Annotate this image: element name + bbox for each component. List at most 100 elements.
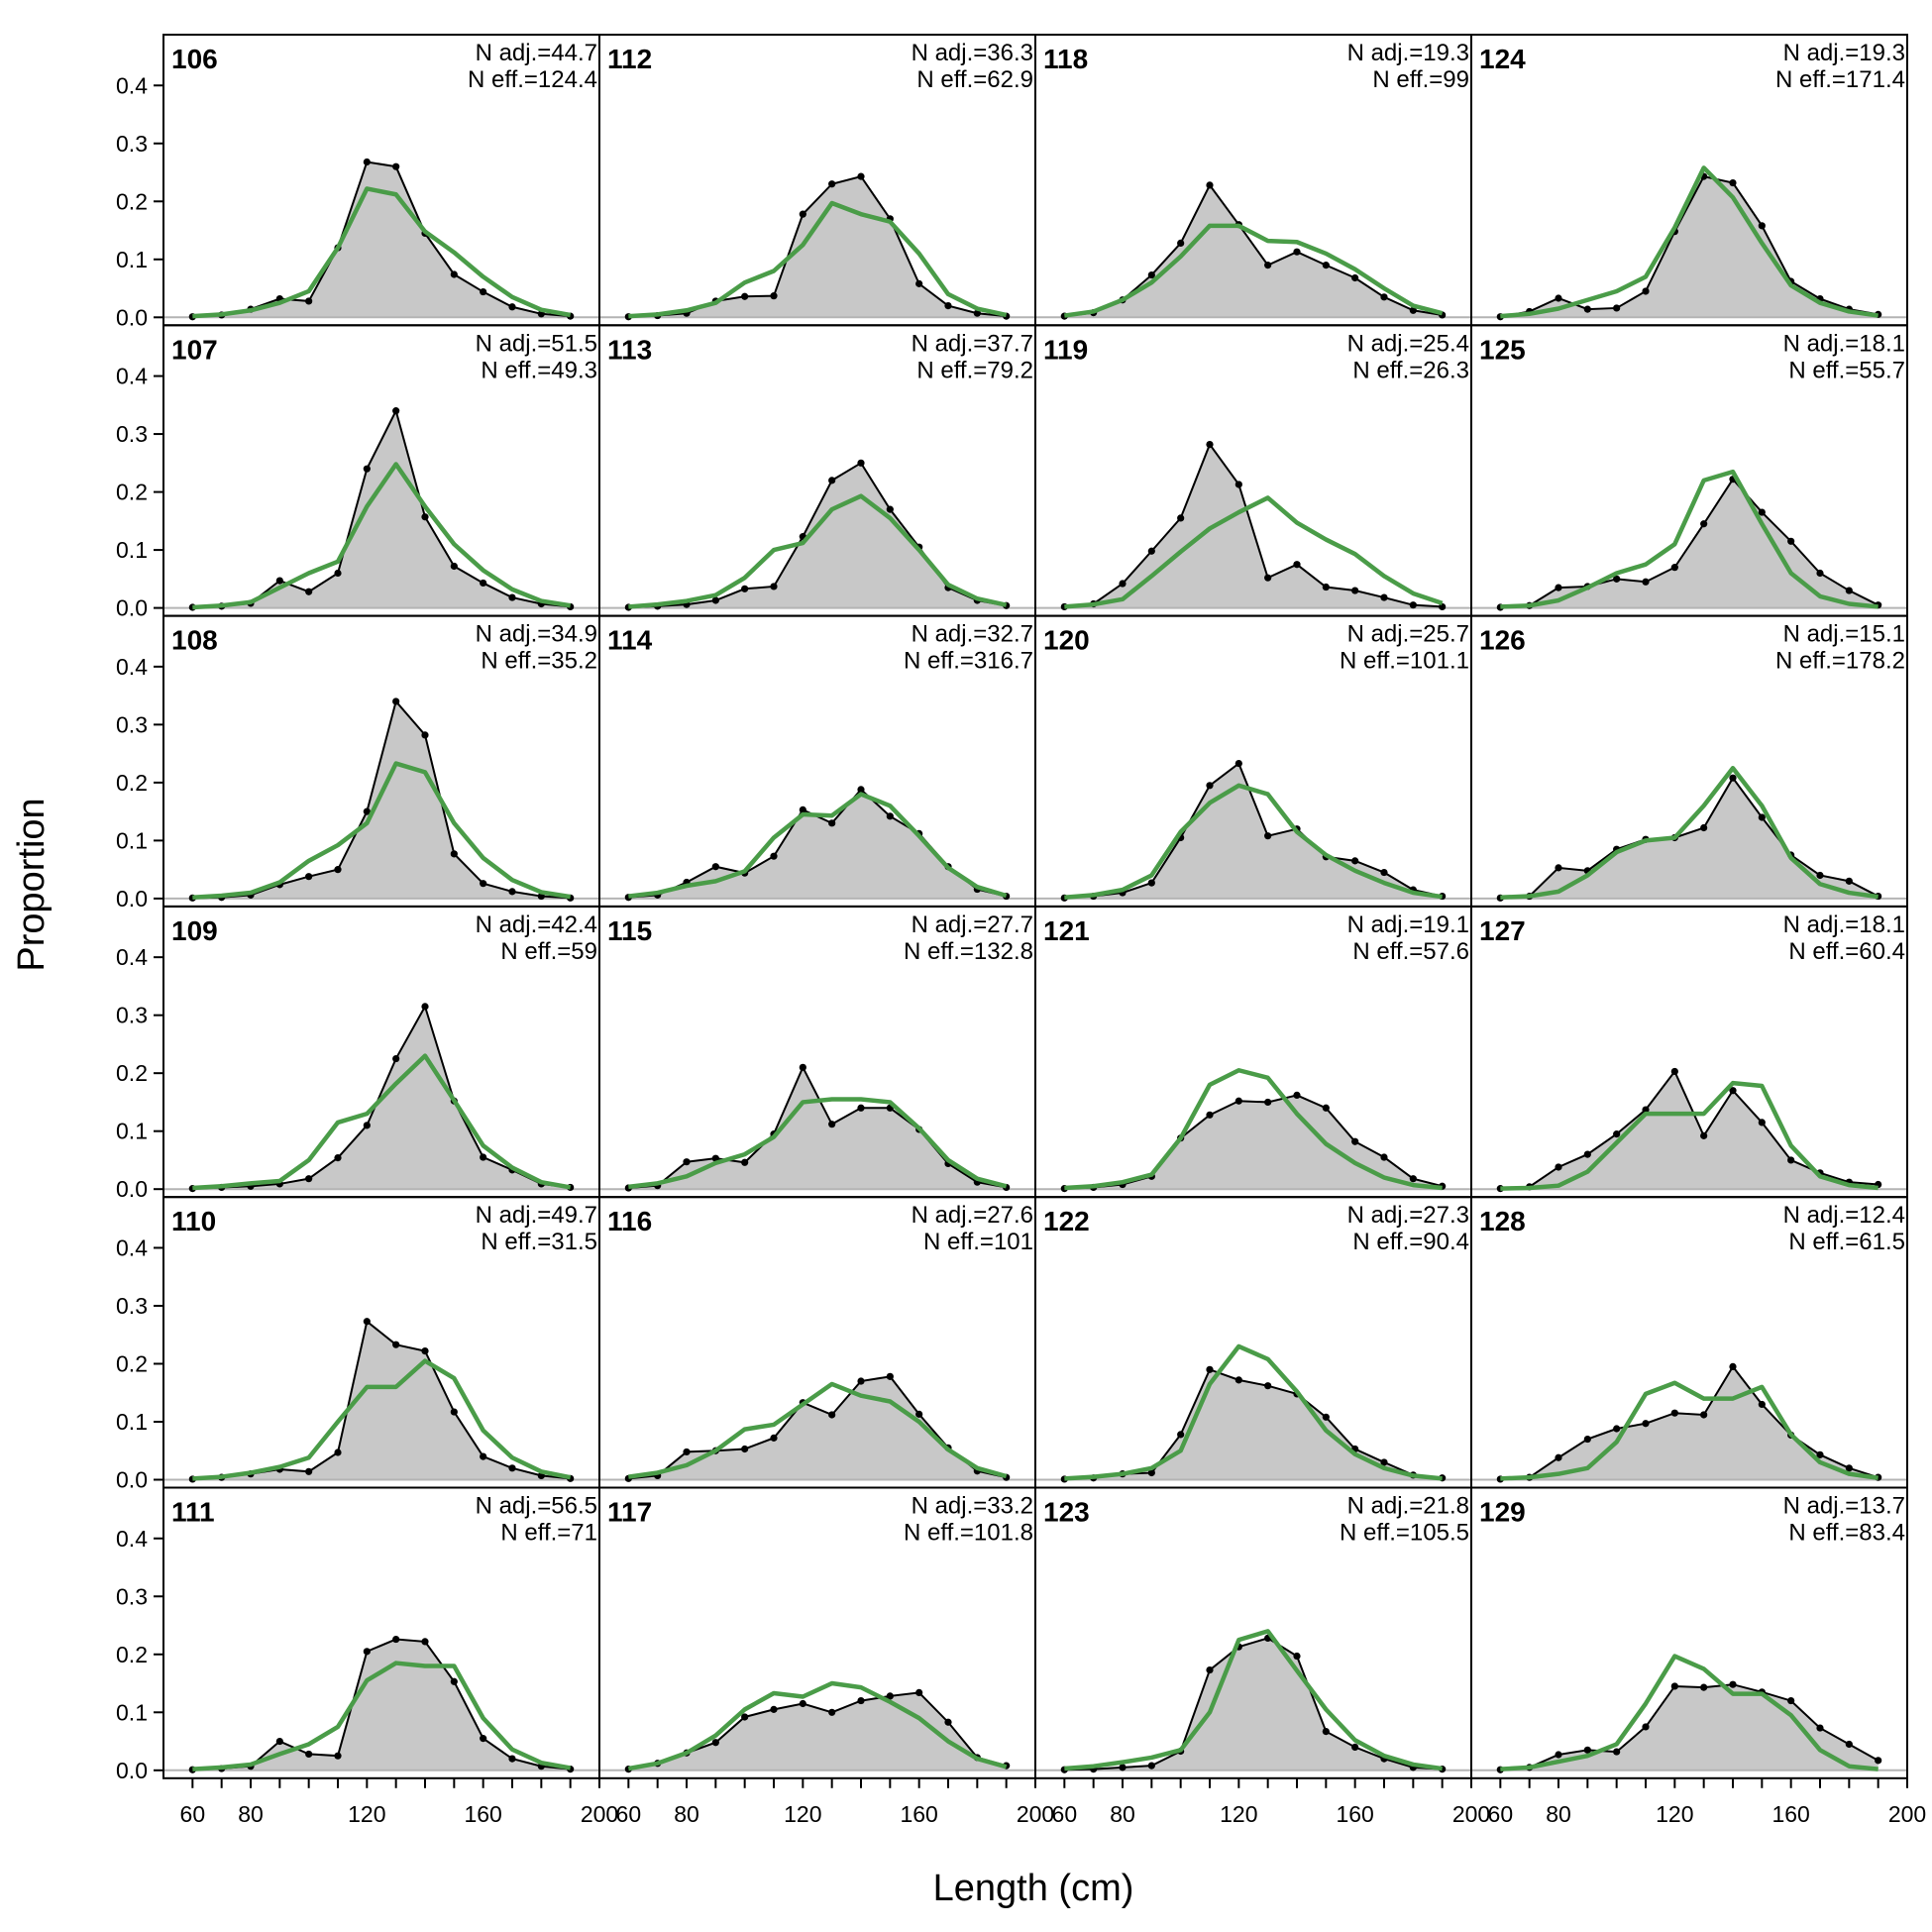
y-tick-label: 0.0 xyxy=(116,886,148,912)
observed-point xyxy=(305,297,313,305)
observed-line xyxy=(1500,1364,1878,1480)
observed-point xyxy=(1816,569,1824,578)
observed-point xyxy=(770,583,778,590)
observed-area xyxy=(1064,1638,1443,1771)
n-adj-label: N adj.=27.6 xyxy=(912,1202,1033,1229)
panel-125: 125 N adj.=18.1N eff.=55.7 xyxy=(1470,324,1908,617)
observed-point xyxy=(1845,1464,1853,1472)
observed-point xyxy=(480,1153,487,1161)
n-adj-label: N adj.=32.7 xyxy=(912,621,1033,648)
observed-point xyxy=(1816,1724,1824,1732)
observed-point xyxy=(799,1699,806,1708)
observed-point xyxy=(1555,1453,1562,1461)
observed-point xyxy=(1613,304,1621,312)
observed-point xyxy=(770,852,778,860)
n-eff-label: N eff.=101.1 xyxy=(1340,648,1469,675)
observed-point xyxy=(1147,270,1155,279)
observed-point xyxy=(1875,1757,1882,1765)
expected-line xyxy=(628,1381,1008,1479)
observed-area xyxy=(628,789,1007,899)
observed-point xyxy=(1322,1413,1330,1421)
expected-line xyxy=(192,1661,572,1771)
expected-line xyxy=(1064,783,1443,900)
panel-id-label: 122 xyxy=(1043,1206,1090,1236)
expected-line xyxy=(1500,165,1878,319)
n-eff-label: N eff.=71 xyxy=(500,1520,597,1547)
observed-point xyxy=(1729,178,1737,187)
observed-point xyxy=(857,172,865,180)
observed-point xyxy=(1234,759,1242,768)
panel-id-label: 128 xyxy=(1479,1206,1526,1236)
y-tick-label: 0.4 xyxy=(116,1526,148,1552)
panel-123: 123 N adj.=21.8N eff.=105.5 60 80 120 160 200 xyxy=(1034,1486,1490,1827)
observed-point xyxy=(1613,1425,1621,1433)
observed-point xyxy=(741,585,749,592)
observed-point xyxy=(741,1445,749,1453)
n-adj-label: N adj.=56.5 xyxy=(476,1493,597,1520)
observed-point xyxy=(392,1635,400,1644)
observed-point xyxy=(1758,813,1766,821)
observed-point xyxy=(392,698,400,705)
n-eff-label: N eff.=83.4 xyxy=(1788,1520,1905,1547)
n-eff-label: N eff.=99 xyxy=(1372,66,1469,93)
panel-id-label: 118 xyxy=(1043,44,1088,74)
expected-line xyxy=(192,1053,572,1191)
observed-point xyxy=(508,303,516,311)
observed-point xyxy=(770,292,778,300)
n-adj-label: N adj.=19.3 xyxy=(1783,40,1905,66)
observed-point xyxy=(1555,1163,1562,1171)
observed-point xyxy=(421,1003,429,1011)
n-eff-label: N eff.=26.3 xyxy=(1352,357,1469,383)
y-tick-label: 0.1 xyxy=(116,247,148,272)
observed-point xyxy=(857,1104,865,1112)
observed-point xyxy=(421,1347,429,1355)
n-adj-label: N adj.=13.7 xyxy=(1783,1493,1905,1520)
x-tick-label: 200 xyxy=(1452,1801,1490,1827)
n-eff-label: N eff.=132.8 xyxy=(904,938,1033,965)
panel-id-label: 116 xyxy=(607,1206,652,1236)
n-eff-label: N eff.=316.7 xyxy=(904,648,1033,675)
expected-line xyxy=(628,200,1008,319)
panel-id-label: 119 xyxy=(1043,334,1088,365)
n-adj-label: N adj.=19.1 xyxy=(1347,912,1469,938)
observed-point xyxy=(1177,514,1185,522)
n-eff-label: N eff.=105.5 xyxy=(1340,1520,1469,1547)
observed-point xyxy=(828,180,836,188)
observed-area xyxy=(1500,1071,1878,1190)
y-tick-label: 0.4 xyxy=(116,1234,148,1260)
x-tick-label: 160 xyxy=(464,1801,501,1827)
observed-point xyxy=(915,1688,923,1696)
observed-area xyxy=(1064,763,1443,899)
observed-point xyxy=(1380,593,1388,601)
observed-point xyxy=(1583,1746,1591,1754)
observed-point xyxy=(1845,587,1853,594)
expected-line xyxy=(1064,1629,1443,1771)
observed-point xyxy=(1351,1137,1359,1145)
observed-point xyxy=(480,579,487,588)
observed-point xyxy=(450,1677,458,1685)
panel-119: 119 N adj.=25.4N eff.=26.3 xyxy=(1034,324,1472,617)
x-tick-label: 60 xyxy=(180,1801,206,1827)
observed-point xyxy=(1787,1696,1795,1705)
observed-point xyxy=(683,1158,691,1166)
observed-point xyxy=(1642,1420,1650,1428)
x-tick-label: 120 xyxy=(1656,1801,1693,1827)
observed-point xyxy=(480,1452,487,1460)
x-tick-label: 120 xyxy=(348,1801,385,1827)
panel-id-label: 110 xyxy=(171,1206,216,1236)
panel-121: 121 N adj.=19.1N eff.=57.6 xyxy=(1034,905,1472,1199)
observed-point xyxy=(1293,561,1301,569)
observed-point xyxy=(1380,1458,1388,1466)
observed-point xyxy=(857,1696,865,1705)
observed-point xyxy=(683,1448,691,1456)
observed-point xyxy=(392,162,400,170)
x-tick-label: 80 xyxy=(238,1801,264,1827)
panel-120: 120 N adj.=25.7N eff.=101.1 xyxy=(1034,614,1472,908)
observed-point xyxy=(1234,1376,1242,1384)
observed-point xyxy=(1351,857,1359,865)
observed-point xyxy=(421,1638,429,1646)
observed-point xyxy=(1642,287,1650,295)
expected-line xyxy=(1500,1080,1878,1191)
observed-point xyxy=(450,1408,458,1416)
